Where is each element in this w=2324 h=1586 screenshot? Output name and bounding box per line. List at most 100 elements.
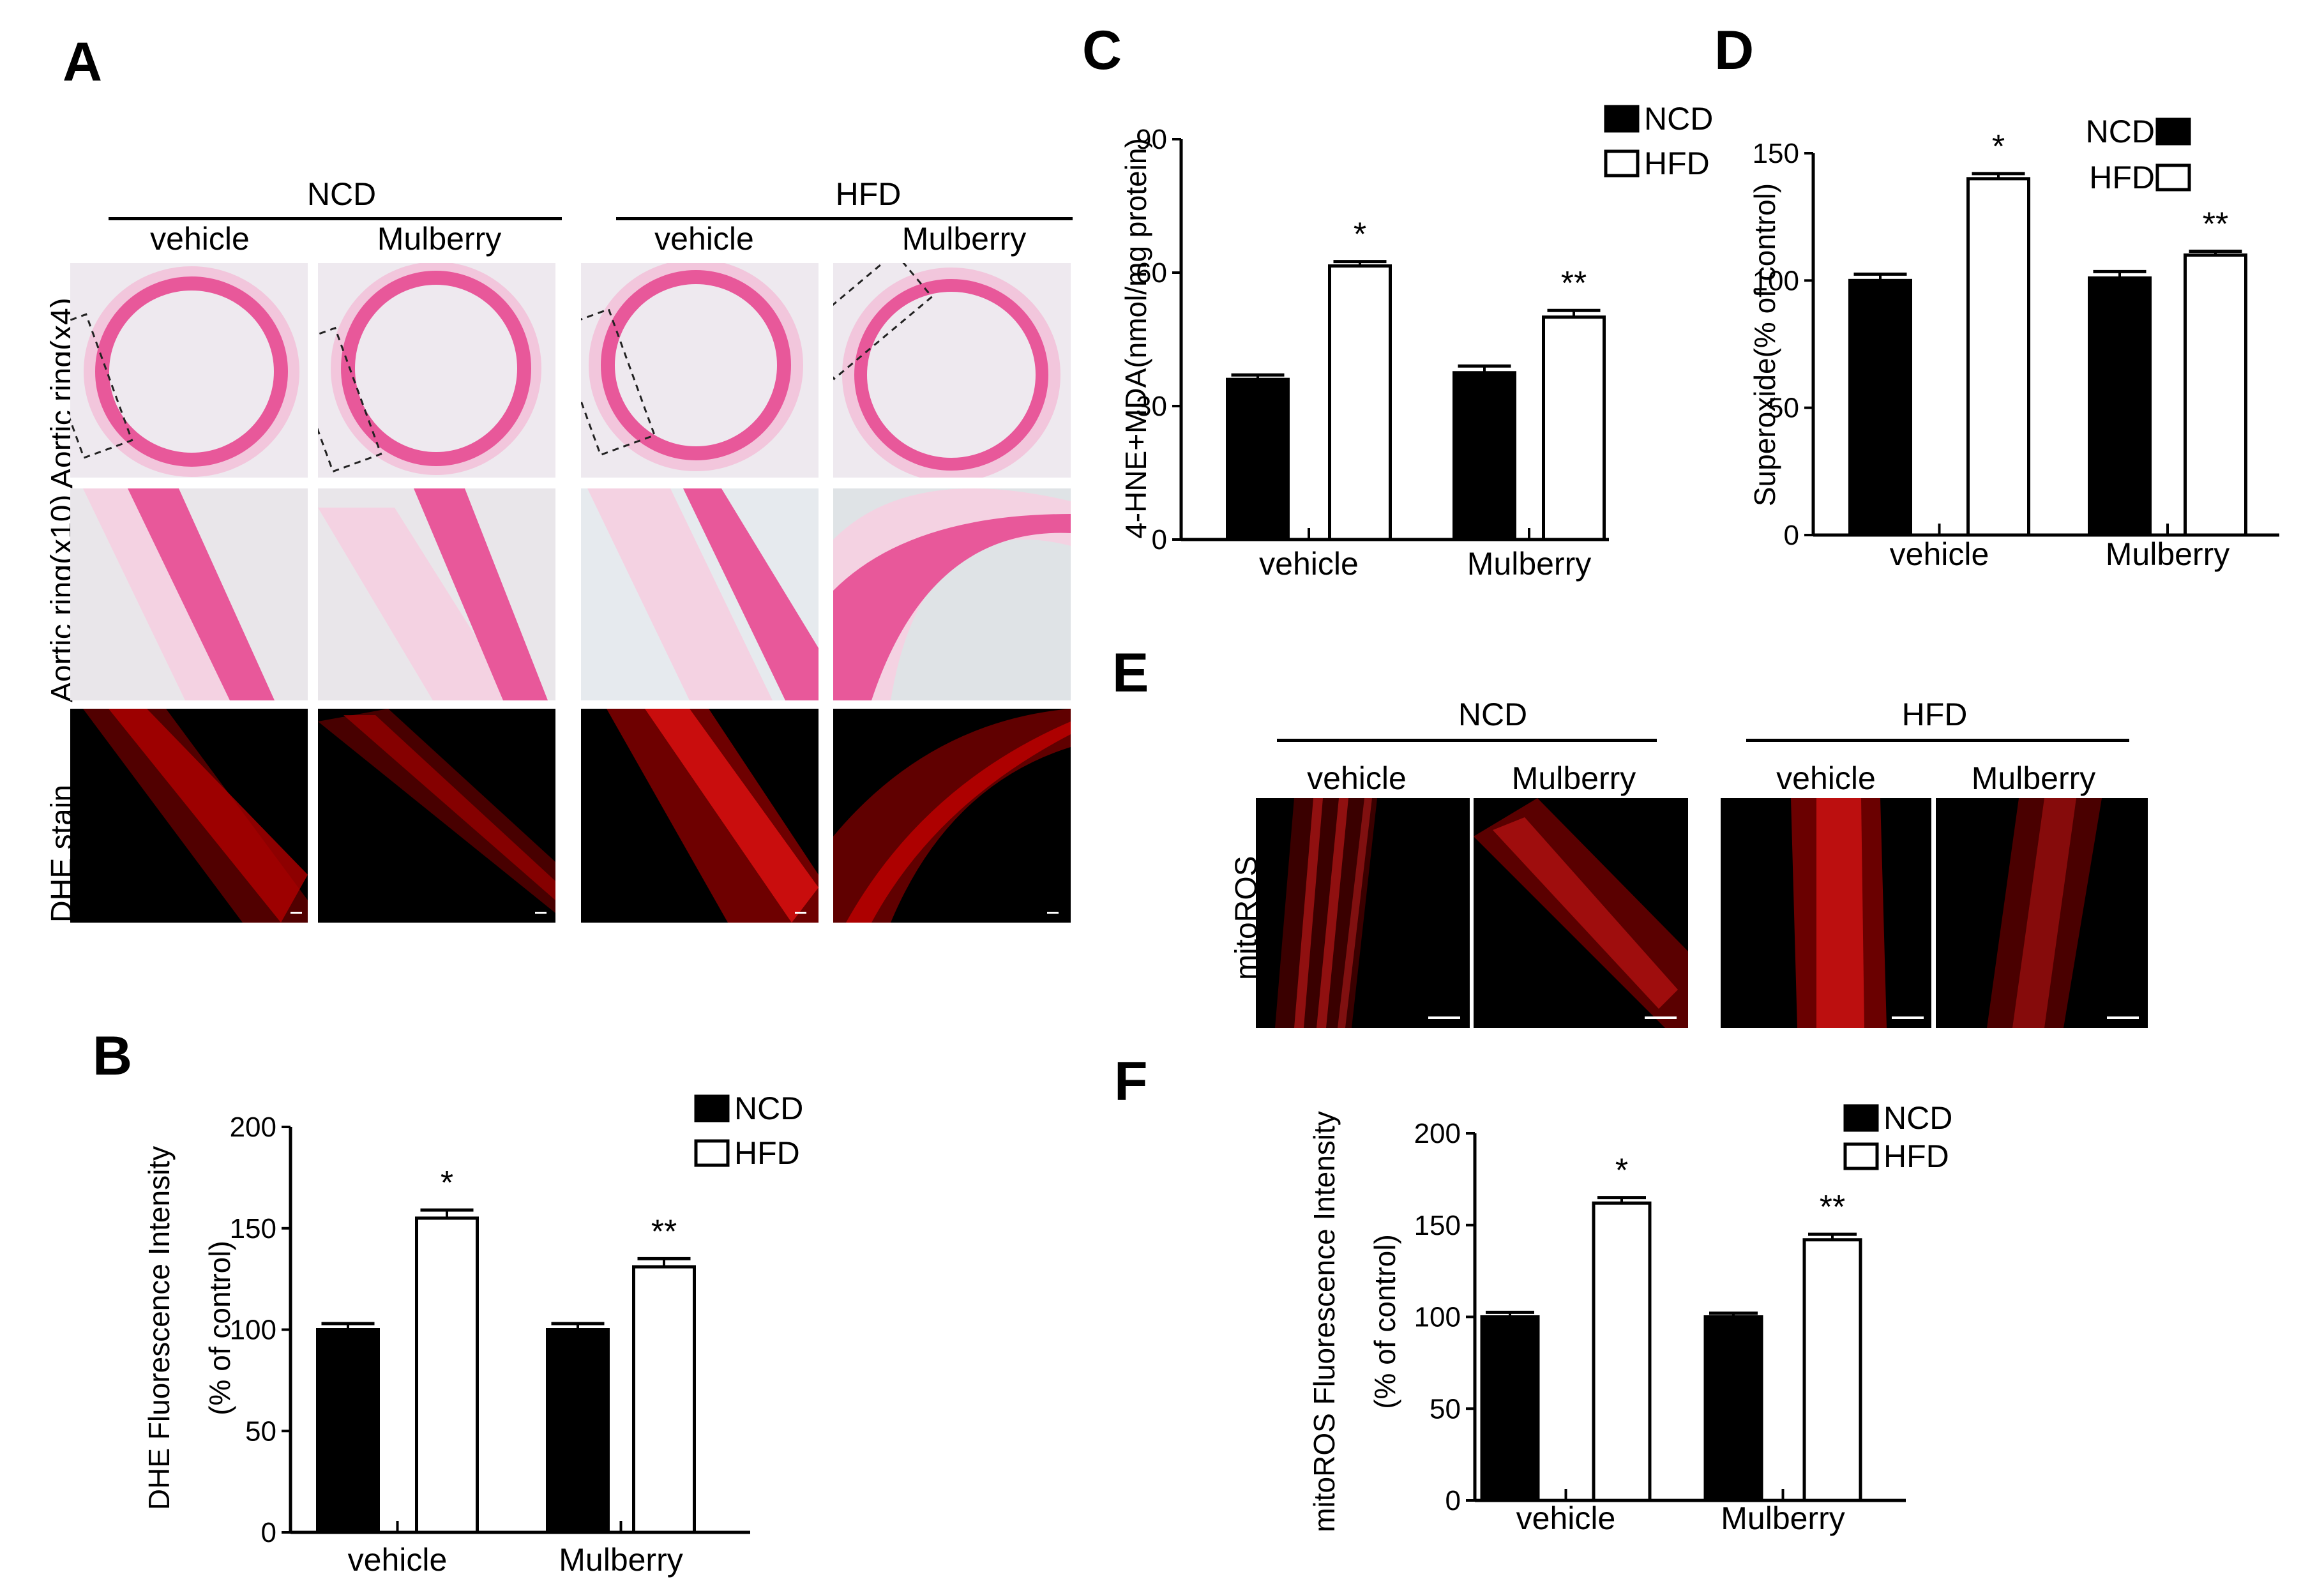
chart-b-bar-hfd	[632, 1265, 696, 1534]
chart-f-legend-label: HFD	[1883, 1138, 1949, 1174]
chart-f-category-label: vehicle	[1516, 1500, 1616, 1536]
chart-b-y-axis-label: (% of control)	[203, 1241, 236, 1416]
chart-b-y-tick-label: 150	[230, 1213, 276, 1244]
chart-c-y-tick-label: 0	[1152, 524, 1167, 555]
treatment-label: Mulberry	[377, 221, 502, 257]
micrograph-dhe-hfd-vehicle	[581, 709, 819, 923]
chart-f-y-tick-label: 150	[1414, 1210, 1461, 1241]
chart-f-significance-mark: *	[1615, 1152, 1628, 1190]
chart-b-y-tick-label: 0	[261, 1517, 276, 1548]
chart-d-legend-label: HFD	[2089, 160, 2155, 195]
micrograph-mitoros-ncd-vehicle	[1256, 798, 1470, 1028]
chart-d-legend-label: NCD	[2086, 114, 2155, 149]
panel-label-f: F	[1114, 1051, 1148, 1112]
ncd-bracket-line	[1277, 739, 1657, 742]
hfd-bracket-line	[616, 217, 1073, 220]
chart-c-y-axis-label: 4-HNE+MDA(nmol/mg protein)	[1119, 138, 1152, 539]
chart-c-category-label: vehicle	[1259, 546, 1359, 582]
panel-label-e: E	[1112, 642, 1149, 704]
ncd-bracket-line	[109, 217, 562, 220]
chart-b-legend-swatch	[694, 1139, 730, 1167]
chart-d-bar-ncd	[2088, 276, 2152, 537]
micrograph-dhe-ncd-vehicle	[70, 709, 308, 923]
chart-f-legend-label: NCD	[1883, 1100, 1952, 1136]
group-label-hfd: HFD	[1901, 697, 1968, 732]
chart-d-y-tick-label: 100	[1753, 265, 1799, 296]
chart-d-bar-hfd	[1966, 177, 2030, 537]
chart-c-bar-hfd	[1542, 315, 1606, 541]
chart-b-significance-mark: **	[651, 1213, 677, 1250]
chart-f-significance-mark: **	[1820, 1189, 1845, 1226]
micrograph-aortic-x4-ncd-vehicle	[70, 263, 308, 478]
chart-b-y-tick-label: 50	[245, 1416, 276, 1447]
chart-b-category-label: Mulberry	[559, 1542, 683, 1578]
treatment-label: Mulberry	[1511, 760, 1636, 796]
treatment-label: vehicle	[654, 221, 754, 257]
chart-c-significance-mark: **	[1561, 265, 1587, 302]
chart-f-y-axis-label: mitoROS Fluorescence Intensity	[1308, 1111, 1341, 1532]
chart-d-bar-ncd	[1848, 278, 1912, 537]
micrograph-mitoros-hfd-mulberry	[1936, 798, 2148, 1028]
chart-b-significance-mark: *	[441, 1165, 453, 1202]
chart-f-bar-ncd	[1703, 1315, 1763, 1502]
chart-b-category-label: vehicle	[348, 1542, 448, 1578]
chart-c-bar-ncd	[1226, 377, 1290, 541]
treatment-label: vehicle	[150, 221, 250, 257]
chart-b-legend-label: HFD	[734, 1135, 800, 1171]
chart-b-bar-hfd	[415, 1216, 479, 1534]
chart-c-legend-label: NCD	[1644, 101, 1713, 137]
treatment-label: vehicle	[1307, 760, 1407, 796]
micrograph-aortic-x4-ncd-mulberry	[318, 263, 555, 478]
chart-f-bar-hfd	[1592, 1201, 1652, 1502]
treatment-label: Mulberry	[902, 221, 1027, 257]
chart-f-category-label: Mulberry	[1721, 1500, 1845, 1536]
chart-f-y-tick-label: 200	[1414, 1118, 1461, 1149]
chart-c-category-label: Mulberry	[1467, 546, 1591, 582]
chart-c-legend-swatch	[1604, 105, 1640, 133]
chart-f-y-tick-label: 100	[1414, 1302, 1461, 1333]
chart-c-bar-hfd	[1328, 264, 1392, 541]
treatment-label: Mulberry	[1971, 760, 2096, 796]
treatment-label: vehicle	[1776, 760, 1876, 796]
chart-f-legend-swatch	[1843, 1142, 1879, 1170]
micrograph-dhe-hfd-mulberry	[833, 709, 1071, 923]
chart-f-bar-ncd	[1480, 1315, 1540, 1502]
chart-d-y-axis-label: Superoxide(% of control)	[1748, 183, 1781, 506]
chart-d-legend-swatch	[2155, 117, 2191, 146]
micrograph-aortic-x10-ncd-vehicle	[70, 488, 308, 700]
chart-c-legend-swatch	[1604, 149, 1640, 177]
chart-c-legend-label: HFD	[1644, 146, 1710, 181]
chart-d-significance-mark: *	[1992, 128, 2005, 165]
micrograph-aortic-x10-ncd-mulberry	[318, 488, 555, 700]
chart-b-y-tick-label: 200	[230, 1112, 276, 1143]
chart-f-y-tick-label: 0	[1445, 1485, 1461, 1516]
micrograph-aortic-x10-hfd-vehicle	[581, 488, 819, 700]
chart-d-category-label: vehicle	[1890, 536, 1989, 572]
micrograph-aortic-x4-hfd-mulberry	[833, 263, 1071, 478]
chart-b-y-axis-label: DHE Fluorescence Intensity	[142, 1146, 176, 1510]
chart-d-category-label: Mulberry	[2106, 536, 2230, 572]
chart-c-bar-ncd	[1452, 371, 1516, 541]
chart-d-legend-swatch	[2155, 163, 2191, 192]
chart-d-y-tick-label: 0	[1784, 520, 1799, 551]
chart-b-bar-ncd	[546, 1328, 610, 1534]
chart-c-y-tick-label: 60	[1136, 257, 1167, 289]
chart-d-significance-mark: **	[2203, 206, 2228, 243]
chart-c-y-tick-label: 90	[1136, 124, 1167, 155]
panel-label-a: A	[63, 31, 103, 93]
chart-b-legend-swatch	[694, 1094, 730, 1122]
group-label-ncd: NCD	[1458, 697, 1528, 732]
chart-f-bar-hfd	[1802, 1238, 1862, 1502]
micrograph-mitoros-ncd-mulberry	[1474, 798, 1688, 1028]
hfd-bracket-line	[1746, 739, 2129, 742]
group-label-ncd: NCD	[306, 176, 377, 212]
chart-d-bar-hfd	[2184, 253, 2247, 537]
chart-f-y-tick-label: 50	[1430, 1393, 1461, 1424]
panel-label-b: B	[93, 1025, 133, 1087]
chart-f-y-axis-label: (% of control)	[1368, 1234, 1401, 1409]
chart-c-y-tick-label: 30	[1136, 391, 1167, 422]
chart-d-y-tick-label: 50	[1768, 393, 1799, 424]
chart-c-significance-mark: *	[1354, 216, 1366, 253]
chart-d-y-tick-label: 150	[1753, 138, 1799, 169]
chart-b-legend-label: NCD	[734, 1091, 803, 1126]
